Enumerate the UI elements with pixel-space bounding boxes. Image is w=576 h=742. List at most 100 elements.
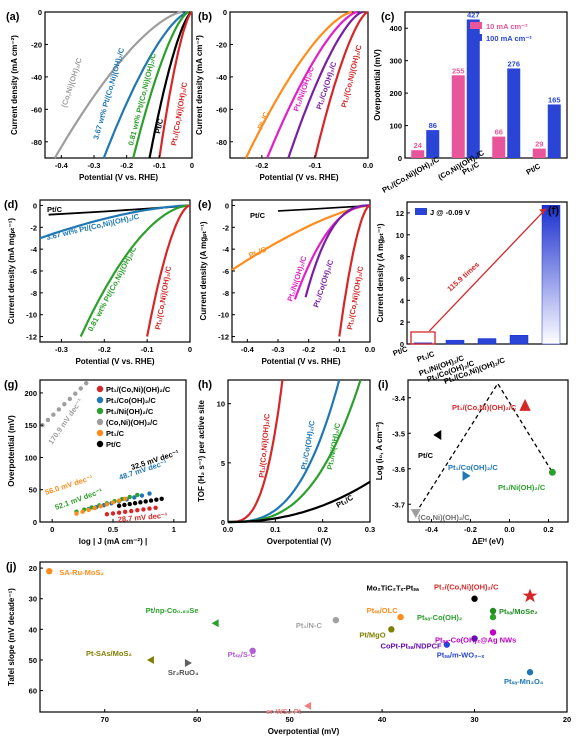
legend-marker [96, 418, 104, 426]
series-label: Pt₁/C [247, 245, 268, 260]
x-axis-label: Potential (V vs. RHE) [79, 173, 158, 182]
x-tick-label: 0.0 [504, 525, 514, 534]
ratio-arrow [428, 208, 547, 332]
x-axis-label: Potential (V vs. RHE) [261, 357, 340, 366]
x-tick-label: -0.3 [55, 345, 68, 354]
y-tick-label: 10 [396, 231, 404, 240]
y-tick-label: -12 [26, 333, 37, 342]
data-point [146, 655, 154, 664]
data-point [443, 641, 451, 648]
x-tick-label: -0.2 [120, 161, 133, 170]
x-tick-label: 0 [188, 345, 192, 354]
data-point [332, 616, 340, 624]
legend-swatch [470, 34, 482, 41]
y-tick-label: 0 [223, 8, 227, 17]
point-label: Ptₛₐ-Co(OH)₂ [417, 613, 462, 622]
bar [411, 150, 425, 158]
legend-label: Pt₁/Ni(OH)₂/C [106, 407, 154, 416]
y-tick-label: 50 [29, 656, 37, 665]
data-point [98, 503, 104, 509]
category-label: Pt/C [392, 344, 410, 358]
bar [492, 136, 506, 158]
panel-label: (j) [6, 561, 17, 573]
panel-label: (i) [378, 379, 389, 391]
series-label: Pt₁/C [256, 110, 271, 131]
y-tick-label: 10 [217, 400, 225, 409]
y-tick-label: 12 [396, 209, 404, 218]
category-label: Pt₁/(Co,Ni)(OH)₂/C [381, 154, 442, 194]
series-line [287, 10, 364, 159]
point-label: Ptₛₐ-Mn₃O₄ [504, 677, 544, 686]
panel-label: (h) [198, 379, 212, 391]
legend-label: J @ -0.09 V [430, 208, 470, 217]
data-point [147, 506, 152, 511]
y-axis-label: Overpotential (mV) [373, 49, 382, 121]
data-point [526, 669, 534, 676]
series-label: Pt₁/(Co,Ni)(OH)₂/C [169, 81, 189, 146]
y-tick-label: 100 [389, 122, 402, 131]
data-point [211, 619, 219, 628]
x-tick-label: -0.1 [308, 161, 321, 170]
series-label: Pt₁/(Co,Ni)(OH)₂/C [257, 413, 272, 478]
data-point [127, 494, 132, 500]
bar-value-label: 86 [429, 121, 437, 130]
data-point [116, 503, 122, 509]
data-point [116, 498, 122, 503]
series-line [266, 10, 358, 159]
data-point [388, 626, 395, 633]
data-point [519, 398, 531, 411]
data-point [141, 507, 146, 512]
y-tick-label: -20 [31, 40, 42, 49]
bar-value-label: 427 [467, 10, 480, 19]
ratio-arrowhead [539, 208, 547, 215]
y-tick-label: -12 [218, 333, 229, 342]
y-tick-label: -10 [218, 311, 229, 320]
legend-label: Pt₁/Co(OH)₂/C [106, 396, 156, 405]
series-label: Pt₁/Ni(OH)₂/C [291, 65, 316, 113]
legend-swatch [415, 208, 427, 215]
x-axis-label: log | J (mA cm⁻²) | [79, 537, 147, 546]
y-tick-label: -20 [216, 40, 227, 49]
legend-marker [96, 429, 104, 437]
x-tick-label: 70 [101, 715, 109, 724]
y-tick-label: -6 [222, 267, 229, 276]
series-line [338, 204, 371, 337]
series-label: Pt₁/Ni(OH)₂/C [325, 422, 342, 471]
point-label: er-WS₂-Pt [266, 707, 302, 716]
y-tick-label: -3.4 [392, 394, 406, 403]
bar-value-label: 165 [548, 95, 561, 104]
point-label: (Co,Ni)(OH)₂/C [418, 513, 470, 522]
y-axis-label: TOF (H₂ s⁻¹) per active site [197, 400, 206, 502]
x-tick-label: -0.3 [272, 345, 285, 354]
data-point [410, 509, 421, 519]
y-tick-label: -10 [26, 311, 37, 320]
y-axis-label: Overpotential (mV) [7, 415, 16, 487]
panel-c-frame [404, 11, 568, 159]
series-line [304, 204, 370, 298]
series-line [228, 379, 341, 524]
data-point [132, 501, 138, 506]
y-tick-label: 0 [398, 154, 402, 163]
legend-label: 10 mA cm⁻² [486, 22, 528, 31]
series-line [244, 10, 353, 159]
data-point [433, 430, 442, 441]
bar [466, 19, 480, 159]
point-label: Ptₛₐ/MoSe₂ [499, 607, 538, 616]
data-point [110, 500, 116, 505]
legend-label: (Co,Ni)(OH)₂/C [106, 418, 158, 427]
bar [445, 339, 465, 345]
tafel-label: 28.7 mV dec⁻¹ [117, 511, 168, 524]
bar-value-label: 29 [535, 140, 543, 149]
data-point [489, 613, 497, 621]
panel-i-frame [407, 379, 569, 523]
x-tick-label: -0.1 [141, 345, 154, 354]
y-axis-label: Log (i₀, A cm⁻²) [375, 421, 384, 480]
data-point [122, 502, 127, 508]
data-point [56, 407, 62, 412]
series-label: Pt₁/(Co,Ni)(OH)₂/C [339, 43, 363, 108]
y-tick-label: 6 [400, 274, 404, 283]
x-tick-label: 0.5 [108, 525, 118, 534]
x-tick-label: 1 [172, 525, 176, 534]
y-tick-label: 60 [29, 687, 37, 696]
x-tick-label: -0.3 [88, 161, 101, 170]
